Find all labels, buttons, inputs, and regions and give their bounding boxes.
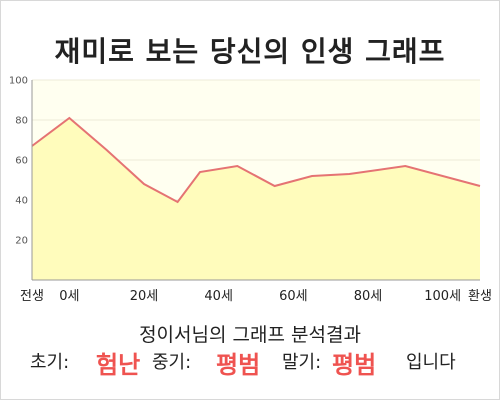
mid-value: 평범: [216, 351, 261, 379]
mid-label: 중기:: [152, 352, 192, 373]
y-tick-label: 60: [15, 156, 28, 167]
x-tick-label: 60세: [279, 289, 308, 304]
late-value: 평범: [332, 351, 377, 379]
early-value: 험난: [96, 351, 141, 379]
y-tick-labels: 20 40 60 80 100: [9, 76, 28, 247]
x-tick-label: 20세: [130, 289, 159, 304]
life-graph-chart: 20 40 60 80 100 전생 0세 20세 40세 60세 80세 100세 환생: [9, 76, 492, 305]
y-tick-label: 80: [15, 116, 28, 127]
x-tick-label: 100세: [424, 289, 461, 304]
late-label: 말기:: [282, 352, 322, 373]
x-tick-labels: 전생 0세 20세 40세 60세 80세 100세 환생: [20, 289, 492, 304]
x-tick-label: 전생: [20, 289, 44, 304]
result-ending: 입니다: [406, 352, 456, 373]
x-tick-label: 0세: [59, 289, 79, 304]
x-tick-label: 환생: [468, 289, 492, 304]
early-label: 초기:: [30, 352, 70, 373]
analysis-result: 초기: 험난 중기: 평범 말기: 평범 입니다: [0, 348, 500, 379]
chart-title: 재미로 보는 당신의 인생 그래프: [54, 35, 446, 68]
x-tick-label: 40세: [204, 289, 233, 304]
y-tick-label: 100: [9, 76, 28, 87]
analysis-subtitle: 정이서님의 그래프 분석결과: [139, 324, 361, 346]
y-tick-label: 20: [15, 236, 28, 247]
y-tick-label: 40: [15, 196, 28, 207]
series-line: [31, 116, 481, 204]
area-fill: [32, 118, 480, 280]
x-tick-label: 80세: [354, 289, 383, 304]
